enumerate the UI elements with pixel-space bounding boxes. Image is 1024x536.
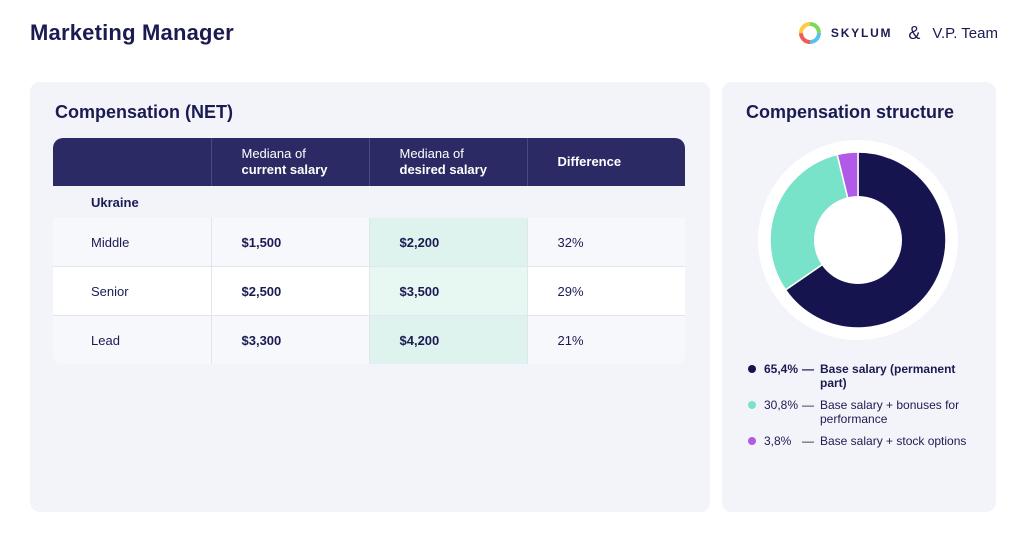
row-desired-salary: $4,200: [368, 315, 527, 364]
skylum-brand-text: SKYLUM: [830, 26, 893, 40]
page-title: Marketing Manager: [30, 20, 234, 45]
legend-item: 30,8% — Base salary + bonuses for performa…: [748, 398, 988, 426]
row-level: Middle: [53, 218, 211, 267]
header-empty: [53, 138, 211, 186]
row-difference: 32%: [526, 218, 685, 267]
legend-label: Base salary (permanent part): [820, 362, 956, 390]
legend-dash: —: [802, 434, 814, 448]
group-label: Ukraine: [53, 186, 685, 218]
table-row: Lead $3,300 $4,200 21%: [53, 315, 685, 364]
row-desired-salary: $2,200: [368, 218, 527, 267]
row-current-salary: $1,500: [210, 218, 369, 267]
legend-dot-icon: [748, 437, 756, 445]
legend-percent: 3,8%: [764, 434, 792, 448]
header-current-line2: current salary: [241, 162, 328, 177]
table-row: Middle $1,500 $2,200 32%: [53, 218, 685, 267]
legend-dot-icon: [748, 401, 756, 409]
compensation-net-panel: Compensation (NET) Mediana of current sa…: [30, 82, 710, 512]
compensation-net-title: Compensation (NET): [55, 102, 233, 122]
compensation-table: Mediana of current salary Mediana of des…: [53, 138, 685, 364]
header-desired-line1: Mediana of: [399, 146, 464, 161]
legend-dot-icon: [748, 365, 756, 373]
table-body: Middle $1,500 $2,200 32% Senior $2,500 $…: [53, 218, 685, 364]
table-row: Senior $2,500 $3,500 29%: [53, 266, 685, 316]
donut-hole: [814, 196, 902, 284]
header-current-salary: Mediana of current salary: [210, 138, 369, 186]
compensation-structure-title: Compensation structure: [746, 102, 955, 122]
group-row-ukraine: Ukraine: [53, 186, 685, 218]
compensation-structure-panel: Compensation structure 65,4% — Base salary…: [722, 82, 996, 512]
legend-dash: —: [802, 398, 814, 412]
donut-slice-2: [769, 153, 859, 291]
header-difference: Difference: [526, 138, 685, 186]
row-desired-salary: $3,500: [368, 266, 527, 316]
row-level: Lead: [53, 315, 211, 364]
legend-label: Base salary + bonuses for performance: [820, 398, 960, 426]
vp-team-brand-text: V.P. Team: [932, 24, 998, 42]
row-current-salary: $2,500: [210, 266, 369, 316]
table-header-row: Mediana of current salary Mediana of des…: [53, 138, 685, 186]
legend-percent: 65,4%: [764, 362, 799, 376]
donut-legend: 65,4% — Base salary (permanent part) 30,8% —…: [748, 362, 988, 456]
legend-percent: 30,8%: [764, 398, 799, 412]
header-desired-line2: desired salary: [399, 162, 487, 177]
legend-dash: —: [802, 362, 814, 376]
brand-ampersand: &: [908, 22, 921, 43]
row-level: Senior: [53, 266, 211, 316]
brand-logos: SKYLUM & V.P. Team: [798, 22, 998, 44]
row-difference: 29%: [526, 266, 685, 316]
row-current-salary: $3,300: [210, 315, 369, 364]
header-desired-salary: Mediana of desired salary: [368, 138, 527, 186]
legend-label: Base salary + stock options: [820, 434, 967, 448]
row-difference: 21%: [526, 315, 685, 364]
donut-chart: [758, 140, 958, 340]
legend-item: 3,8% — Base salary + stock options: [748, 434, 988, 448]
skylum-logo-icon: [798, 22, 821, 44]
legend-item: 65,4% — Base salary (permanent part): [748, 362, 988, 390]
header-current-line1: Mediana of: [241, 146, 306, 161]
